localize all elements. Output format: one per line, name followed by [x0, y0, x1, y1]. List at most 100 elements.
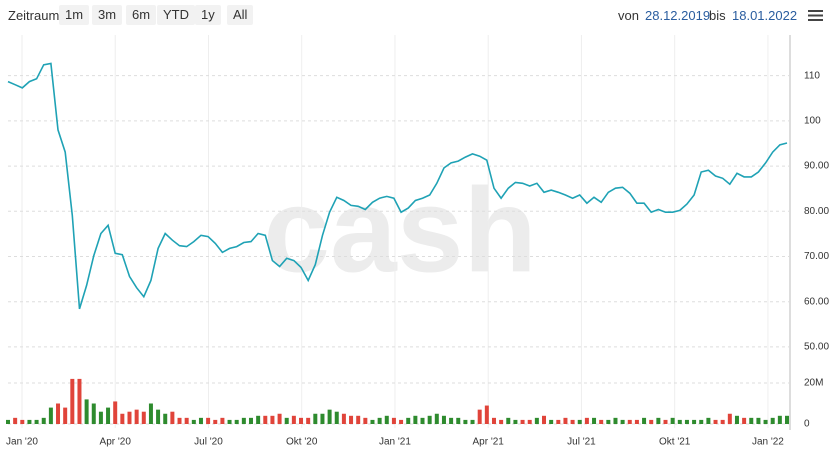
to-date[interactable]: 18.01.2022	[732, 8, 798, 23]
volume-bar	[763, 419, 768, 424]
volume-bar	[513, 419, 518, 424]
volume-bar	[6, 419, 10, 424]
x-tick-label: Jan '20	[6, 437, 38, 448]
toolbar: Zeitraum 1m 3m 6m YTD 1y All von 28.12.2…	[0, 0, 830, 32]
volume-bar	[91, 403, 96, 424]
volume-bar	[441, 415, 446, 424]
watermark: cash	[263, 164, 537, 298]
volume-bar	[520, 419, 525, 424]
volume-bar	[570, 419, 575, 424]
volume-bar	[277, 413, 282, 424]
x-tick-label: Jul '20	[194, 437, 223, 448]
volume-bar	[127, 411, 132, 424]
y-tick-label: 0	[804, 419, 810, 430]
x-tick-label: Jul '21	[567, 437, 596, 448]
range-button[interactable]: 1y	[195, 5, 221, 25]
volume-bar	[649, 419, 654, 424]
volume-bar	[549, 419, 554, 424]
volume-bar	[406, 417, 411, 424]
volume-bar	[63, 407, 68, 424]
volume-bar	[770, 417, 775, 424]
volume-bar	[742, 417, 747, 424]
volume-bar	[384, 415, 389, 424]
volume-bar	[491, 417, 496, 424]
volume-bar	[727, 413, 732, 424]
to-label: bis	[709, 8, 726, 23]
volume-bar	[556, 419, 561, 424]
volume-bar	[84, 399, 89, 424]
volume-bar	[77, 378, 82, 424]
volume-bar	[670, 417, 675, 424]
volume-bar	[434, 413, 439, 424]
volume-bar	[620, 419, 625, 424]
volume-bar	[349, 415, 354, 424]
volume-bar	[677, 419, 682, 424]
volume-bar	[20, 419, 25, 424]
volume-bar	[234, 419, 239, 424]
from-date[interactable]: 28.12.2019	[645, 8, 711, 23]
x-tick-label: Okt '20	[286, 437, 318, 448]
volume-bar	[470, 419, 475, 424]
range-button[interactable]: 3m	[92, 5, 123, 25]
volume-bar	[56, 403, 61, 424]
volume-bar	[220, 417, 225, 424]
volume-bar	[377, 417, 382, 424]
volume-bar	[692, 419, 697, 424]
x-tick-label: Apr '21	[473, 437, 505, 448]
volume-bar	[749, 417, 754, 424]
volume-bar	[341, 413, 346, 424]
volume-bar	[599, 419, 604, 424]
volume-bar	[734, 415, 739, 424]
volume-bar	[370, 419, 375, 424]
volume-bar	[613, 417, 618, 424]
y-tick-label: 80.00	[804, 206, 829, 217]
volume-bar	[534, 417, 539, 424]
volume-bar	[248, 417, 253, 424]
volume-bar	[642, 417, 647, 424]
volume-bar	[363, 417, 368, 424]
volume-bar	[592, 417, 597, 424]
range-button[interactable]: YTD	[157, 5, 195, 25]
volume-bar	[27, 419, 32, 424]
y-tick-label: 60.00	[804, 296, 829, 307]
volume-bar	[320, 413, 325, 424]
volume-bar	[449, 417, 454, 424]
volume-bar	[477, 409, 482, 424]
volume-bar	[627, 419, 632, 424]
volume-bar	[34, 419, 39, 424]
y-tick-label: 50.00	[804, 342, 829, 353]
volume-bar	[699, 419, 704, 424]
volume-bar	[706, 417, 711, 424]
volume-bar	[227, 419, 232, 424]
volume-bar	[584, 417, 589, 424]
volume-bar	[356, 415, 361, 424]
menu-icon[interactable]	[808, 10, 823, 21]
volume-bar	[191, 419, 196, 424]
volume-bar	[391, 417, 396, 424]
x-tick-label: Jan '22	[752, 437, 784, 448]
volume-bar	[720, 419, 725, 424]
volume-bar	[120, 413, 125, 424]
range-button[interactable]: 1m	[59, 5, 90, 25]
volume-bar	[463, 419, 468, 424]
volume-bar	[399, 419, 404, 424]
volume-bar	[148, 403, 153, 424]
volume-bar	[656, 417, 661, 424]
volume-bar	[206, 417, 211, 424]
y-tick-label: 90.00	[804, 161, 829, 172]
y-tick-label: 20M	[804, 378, 823, 389]
range-button[interactable]: All	[227, 5, 254, 25]
volume-bar	[256, 415, 261, 424]
volume-bar	[270, 415, 275, 424]
volume-bar	[427, 415, 432, 424]
volume-bar	[291, 415, 296, 424]
y-tick-label: 70.00	[804, 251, 829, 262]
volume-bar	[663, 419, 668, 424]
y-tick-label: 110	[804, 70, 820, 81]
x-tick-label: Apr '20	[100, 437, 132, 448]
range-button[interactable]: 6m	[126, 5, 157, 25]
volume-bar	[456, 417, 461, 424]
volume-bar	[542, 415, 547, 424]
volume-bar	[756, 417, 761, 424]
